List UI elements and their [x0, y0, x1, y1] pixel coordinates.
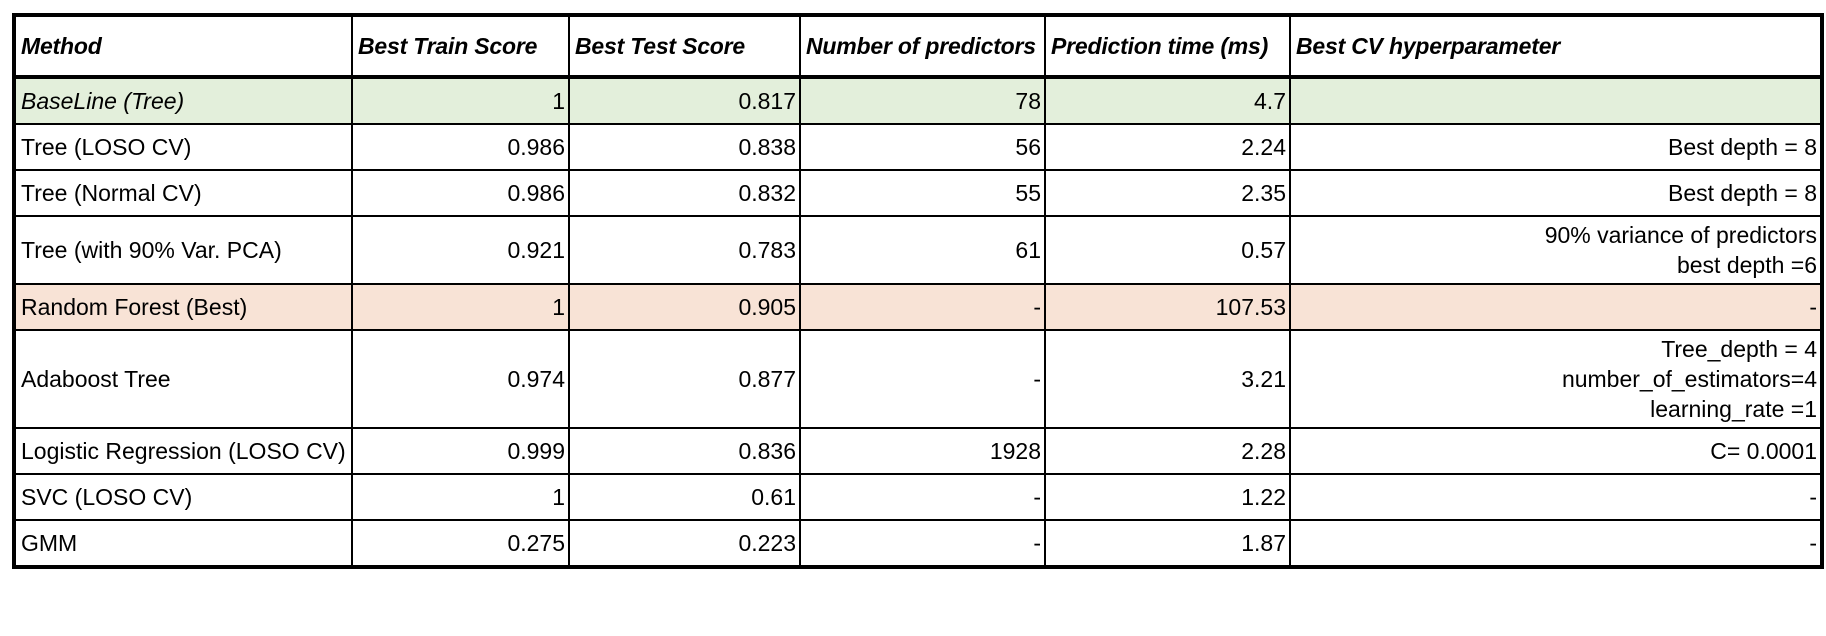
cell-number-of-predictors: 78	[799, 76, 1046, 125]
cell-best-train-score: 0.974	[351, 329, 570, 429]
cell-prediction-time: 0.57	[1044, 215, 1291, 285]
cell-best-train-score: 1	[351, 473, 570, 521]
cell-best-cv-hyperparameter	[1289, 76, 1823, 125]
cell-best-train-score: 0.921	[351, 215, 570, 285]
cell-number-of-predictors: -	[799, 283, 1046, 331]
cell-prediction-time: 107.53	[1044, 283, 1291, 331]
cell-method: SVC (LOSO CV)	[13, 473, 353, 521]
header-best-train-score: Best Train Score	[351, 14, 570, 78]
cell-number-of-predictors: 1928	[799, 427, 1046, 475]
results-table: Method Best Train Score Best Test Score …	[12, 13, 1824, 569]
cell-best-train-score: 0.986	[351, 123, 570, 171]
table-row: Random Forest (Best) 1 0.905-107.53-	[13, 283, 1823, 331]
cell-best-train-score: 0.999	[351, 427, 570, 475]
cell-method: GMM	[13, 519, 353, 568]
cell-best-cv-hyperparameter: Best depth = 8	[1289, 123, 1823, 171]
cell-number-of-predictors: 56	[799, 123, 1046, 171]
cell-prediction-time: 2.35	[1044, 169, 1291, 217]
cell-best-cv-hyperparameter: -	[1289, 283, 1823, 331]
cell-prediction-time: 2.28	[1044, 427, 1291, 475]
cell-number-of-predictors: 55	[799, 169, 1046, 217]
cell-method: Random Forest (Best)	[13, 283, 353, 331]
cell-best-test-score: 0.836	[568, 427, 801, 475]
table-row: Tree (with 90% Var. PCA) 0.921 0.783 61 0.57…	[13, 215, 1823, 285]
cell-method: Tree (Normal CV)	[13, 169, 353, 217]
header-number-of-predictors: Number of predictors	[799, 14, 1046, 78]
table-row: BaseLine (Tree) 1 0.817 78 4.7	[13, 76, 1823, 125]
cell-best-train-score: 0.275	[351, 519, 570, 568]
cell-best-cv-hyperparameter: Best depth = 8	[1289, 169, 1823, 217]
cell-best-train-score: 0.986	[351, 169, 570, 217]
cell-prediction-time: 1.87	[1044, 519, 1291, 568]
table-row: GMM 0.275 0.223-1.87-	[13, 519, 1823, 568]
cell-best-test-score: 0.905	[568, 283, 801, 331]
header-best-cv-hyperparameter: Best CV hyperparameter	[1289, 14, 1823, 78]
cell-prediction-time: 3.21	[1044, 329, 1291, 429]
cell-prediction-time: 1.22	[1044, 473, 1291, 521]
table-row: Tree (Normal CV) 0.986 0.832 55 2.35 Best dep…	[13, 169, 1823, 217]
cell-best-test-score: 0.223	[568, 519, 801, 568]
cell-number-of-predictors: -	[799, 329, 1046, 429]
cell-best-cv-hyperparameter: -	[1289, 473, 1823, 521]
table-row: Adaboost Tree 0.974 0.877-3.21 Tree_depth =…	[13, 329, 1823, 429]
cell-number-of-predictors: -	[799, 473, 1046, 521]
table-body: BaseLine (Tree) 1 0.817 78 4.7 Tree (LOSO CV)…	[13, 76, 1823, 568]
cell-number-of-predictors: -	[799, 519, 1046, 568]
cell-best-cv-hyperparameter: 90% variance of predictors best depth =6	[1289, 215, 1823, 285]
cell-best-cv-hyperparameter: C= 0.0001	[1289, 427, 1823, 475]
cell-best-cv-hyperparameter: -	[1289, 519, 1823, 568]
cell-best-test-score: 0.783	[568, 215, 801, 285]
header-row: Method Best Train Score Best Test Score …	[13, 14, 1823, 78]
cell-best-train-score: 1	[351, 76, 570, 125]
results-table-container: Method Best Train Score Best Test Score …	[12, 13, 1824, 569]
cell-method: Adaboost Tree	[13, 329, 353, 429]
cell-method: Tree (LOSO CV)	[13, 123, 353, 171]
cell-best-test-score: 0.832	[568, 169, 801, 217]
cell-best-test-score: 0.817	[568, 76, 801, 125]
table-row: SVC (LOSO CV) 1 0.61-1.22-	[13, 473, 1823, 521]
cell-number-of-predictors: 61	[799, 215, 1046, 285]
cell-method: Logistic Regression (LOSO CV)	[13, 427, 353, 475]
cell-best-train-score: 1	[351, 283, 570, 331]
cell-method: Tree (with 90% Var. PCA)	[13, 215, 353, 285]
cell-best-test-score: 0.838	[568, 123, 801, 171]
table-row: Tree (LOSO CV) 0.986 0.838 56 2.24 Best depth…	[13, 123, 1823, 171]
cell-best-test-score: 0.61	[568, 473, 801, 521]
cell-prediction-time: 2.24	[1044, 123, 1291, 171]
header-prediction-time: Prediction time (ms)	[1044, 14, 1291, 78]
cell-best-cv-hyperparameter: Tree_depth = 4 number_of_estimators=4 le…	[1289, 329, 1823, 429]
table-row: Logistic Regression (LOSO CV) 0.999 0.836 1…	[13, 427, 1823, 475]
header-best-test-score: Best Test Score	[568, 14, 801, 78]
cell-prediction-time: 4.7	[1044, 76, 1291, 125]
cell-method: BaseLine (Tree)	[13, 76, 353, 125]
cell-best-test-score: 0.877	[568, 329, 801, 429]
header-method: Method	[13, 14, 353, 78]
